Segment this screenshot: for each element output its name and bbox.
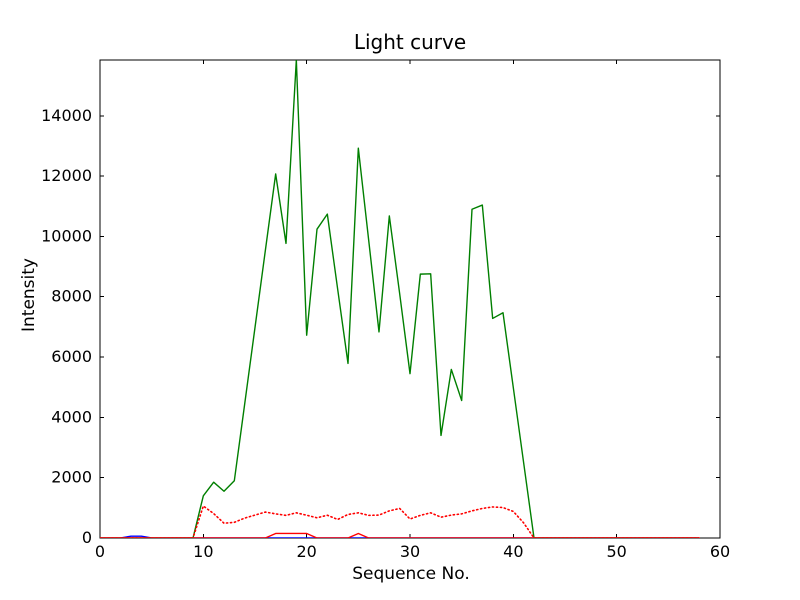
red-dotted-series-line bbox=[100, 505, 701, 538]
green-series-line bbox=[100, 60, 700, 538]
x-tick-label: 40 bbox=[503, 542, 523, 561]
red-solid-series-line bbox=[100, 532, 700, 538]
x-tick-label: 10 bbox=[193, 542, 213, 561]
chart-title: Light curve bbox=[353, 30, 467, 54]
y-tick-label: 0 bbox=[82, 528, 92, 547]
y-tick-label: 10000 bbox=[41, 226, 92, 245]
y-tick-label: 4000 bbox=[51, 407, 92, 426]
y-tick-label: 12000 bbox=[41, 166, 92, 185]
y-tick-label: 8000 bbox=[51, 287, 92, 306]
y-tick-label: 14000 bbox=[41, 106, 92, 125]
y-tick-label: 6000 bbox=[51, 347, 92, 366]
x-tick-label: 0 bbox=[95, 542, 105, 561]
x-tick-label: 20 bbox=[296, 542, 316, 561]
y-axis-label: Intensity bbox=[19, 258, 39, 332]
series-group bbox=[100, 60, 701, 538]
x-tick-label: 60 bbox=[710, 542, 730, 561]
plot-frame bbox=[99, 59, 721, 539]
x-axis-label: Sequence No. bbox=[352, 564, 470, 584]
x-tick-label: 50 bbox=[606, 542, 626, 561]
x-tick-label: 30 bbox=[400, 542, 420, 561]
y-tick-label: 2000 bbox=[51, 468, 92, 487]
